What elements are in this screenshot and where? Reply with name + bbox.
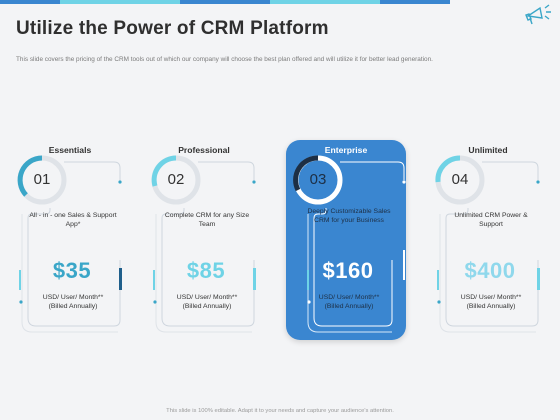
billing-period: (Billed Annually) <box>324 303 374 310</box>
page-title: Utilize the Power of CRM Platform <box>16 18 329 39</box>
card-frame <box>307 161 406 333</box>
plan-description: Unlimited CRM Power & Support <box>454 212 528 228</box>
plan-number: 04 <box>451 171 469 188</box>
plan-billing: USD/ User/ Month** (Billed Annually) <box>446 293 536 311</box>
plan-price: $85 <box>186 258 226 283</box>
top-accent-bar <box>60 0 180 4</box>
plan-number: 02 <box>167 171 185 188</box>
billing-unit: USD/ User/ Month** <box>176 294 238 301</box>
number-ring <box>435 155 485 205</box>
plan-card-essentials: 01 Essentials All - in - one Sales & Sup… <box>10 140 130 340</box>
top-accent-bar <box>180 0 270 4</box>
number-ring <box>293 155 343 205</box>
top-accent-bar <box>0 0 60 4</box>
plan-price: $35 <box>52 258 92 283</box>
top-accent-bar <box>270 0 380 4</box>
plan-price: $160 <box>322 258 374 283</box>
number-ring <box>17 155 67 205</box>
footer-note: This slide is 100% editable. Adapt it to… <box>166 408 394 414</box>
plan-card-enterprise: 03 Enterprise Deeply Customizable Sales … <box>286 140 406 340</box>
plan-number: 01 <box>33 171 51 188</box>
plan-description: All - in - one Sales & Support App* <box>29 212 117 228</box>
highlight-card-background <box>286 140 406 340</box>
billing-unit: USD/ User/ Month** <box>42 294 104 301</box>
plan-description: Deeply Customizable Sales CRM for your B… <box>307 208 391 224</box>
plan-name: Essentials <box>48 145 92 155</box>
page-subtitle: This slide covers the pricing of the CRM… <box>16 56 433 63</box>
number-ring <box>151 155 201 205</box>
card-frame <box>19 161 122 333</box>
plan-price: $400 <box>464 258 516 283</box>
plan-card-professional: 02 Professional Complete CRM for any Siz… <box>144 140 264 340</box>
top-accent-bar <box>380 0 450 4</box>
megaphone-icon <box>525 4 551 25</box>
billing-unit: USD/ User/ Month** <box>318 294 380 301</box>
plan-name: Enterprise <box>324 145 368 155</box>
billing-period: (Billed Annually) <box>48 303 98 310</box>
plan-description: Complete CRM for any Size Team <box>164 212 250 228</box>
plan-name: Professional <box>178 145 230 155</box>
plan-number: 03 <box>309 171 327 188</box>
card-frame <box>153 161 256 333</box>
billing-unit: USD/ User/ Month** <box>460 294 522 301</box>
plan-card-unlimited: 04 Unlimited Unlimited CRM Power & Suppo… <box>428 140 548 340</box>
card-frame <box>437 161 540 333</box>
plan-billing: USD/ User/ Month** (Billed Annually) <box>162 293 252 311</box>
plan-name: Unlimited <box>468 145 508 155</box>
plan-billing: USD/ User/ Month** (Billed Annually) <box>28 293 118 311</box>
plan-billing: USD/ User/ Month** (Billed Annually) <box>304 293 394 311</box>
billing-period: (Billed Annually) <box>182 303 232 310</box>
billing-period: (Billed Annually) <box>466 303 516 310</box>
